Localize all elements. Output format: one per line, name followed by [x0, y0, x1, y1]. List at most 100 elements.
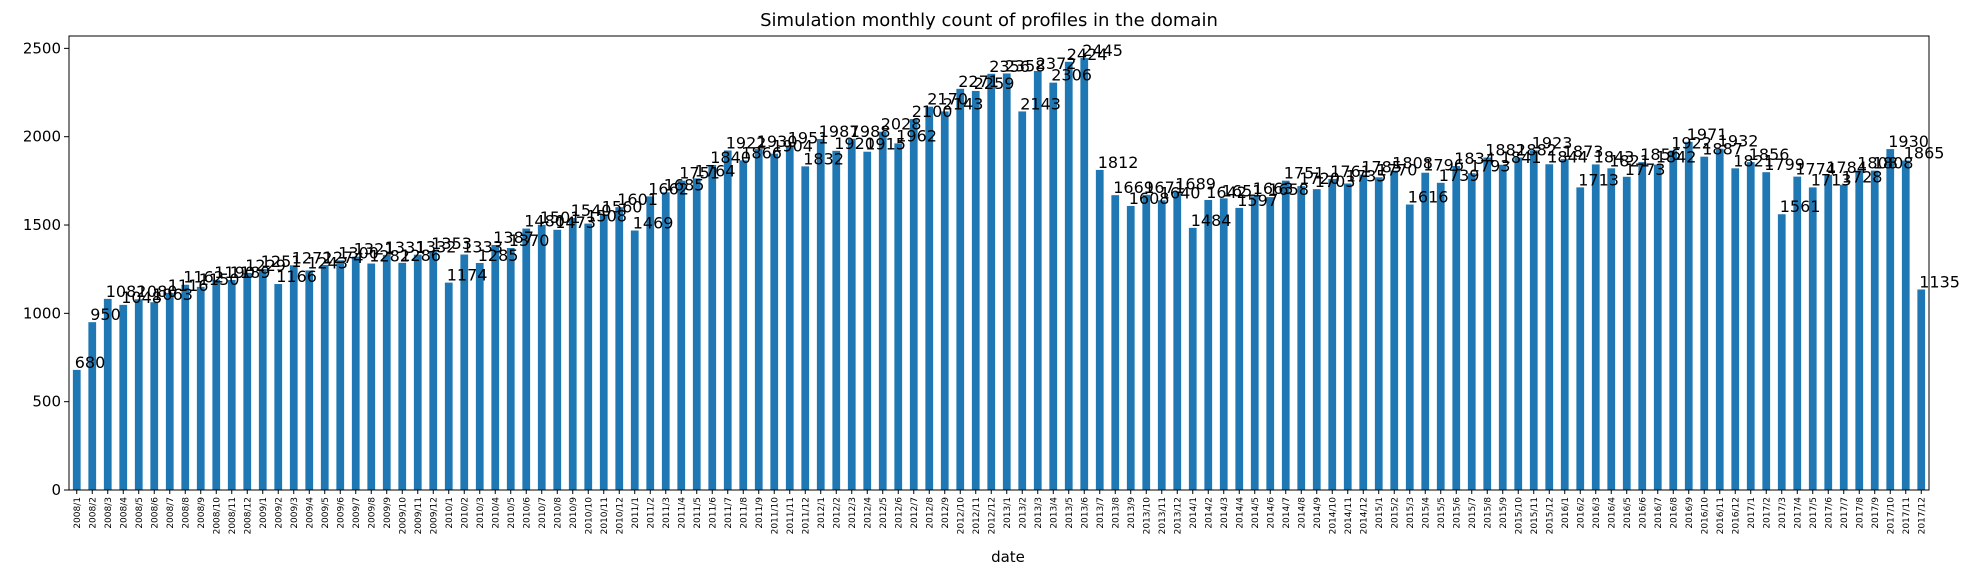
bar	[878, 131, 887, 490]
bar	[1700, 156, 1709, 490]
x-tick-label: 2012/10	[956, 497, 966, 535]
data-label: 1987	[819, 122, 860, 141]
x-tick-label: 2012/3	[848, 497, 858, 529]
bar	[1374, 177, 1383, 491]
bar	[522, 228, 531, 490]
x-tick-label: 2009/12	[429, 497, 439, 534]
x-tick-label: 2013/2	[1018, 497, 1028, 529]
x-tick-label: 2011/10	[770, 497, 780, 535]
bar	[754, 149, 763, 491]
x-tick-label: 2016/5	[1623, 497, 1633, 529]
bar	[196, 286, 205, 490]
x-tick-label: 2009/2	[274, 497, 284, 529]
data-label: 1770	[1377, 160, 1418, 179]
x-tick-label: 2010/5	[507, 497, 517, 529]
x-tick-label: 2009/3	[290, 497, 300, 529]
bar	[1219, 198, 1228, 491]
x-tick-label: 2012/12	[987, 497, 997, 534]
x-tick-label: 2015/12	[1545, 497, 1555, 534]
x-tick-label: 2016/9	[1685, 497, 1695, 529]
data-label: 1640	[1160, 183, 1201, 202]
data-label: 1784	[1826, 158, 1867, 177]
bar	[894, 143, 903, 490]
data-label: 1162	[183, 268, 224, 287]
x-tick-label: 2011/1	[631, 497, 641, 529]
bar	[1297, 186, 1306, 490]
data-label: 1832	[803, 149, 844, 168]
bar	[1746, 162, 1755, 490]
bar	[351, 256, 360, 490]
x-tick-label: 2017/3	[1778, 497, 1788, 529]
data-label: 1332	[416, 238, 457, 257]
bar	[1777, 214, 1786, 490]
x-tick-label: 2011/6	[708, 497, 718, 529]
data-label: 1799	[1764, 155, 1805, 174]
bar	[599, 214, 608, 490]
x-tick-label: 2015/5	[1437, 497, 1447, 529]
data-label: 1274	[323, 248, 364, 267]
data-label: 1685	[664, 175, 705, 194]
bar	[1343, 183, 1352, 490]
data-label: 1866	[741, 143, 782, 162]
x-tick-label: 2009/4	[305, 497, 315, 529]
data-label: 2356	[989, 57, 1030, 76]
x-tick-label: 2014/7	[1282, 497, 1292, 529]
data-label: 1856	[1640, 145, 1681, 164]
bar	[1126, 205, 1135, 490]
x-tick-label: 2010/6	[522, 497, 532, 529]
bar	[165, 292, 174, 490]
data-label: 1642	[1206, 183, 1247, 202]
data-label: 1082	[106, 282, 147, 301]
bar	[785, 145, 794, 490]
data-label: 1135	[1919, 272, 1960, 291]
data-label: 2306	[1051, 66, 1092, 85]
bar	[832, 150, 841, 491]
y-tick-label: 1000	[23, 304, 61, 322]
x-tick-label: 2016/7	[1654, 497, 1664, 529]
x-tick-label: 2014/12	[1359, 497, 1369, 534]
x-tick-label: 2011/8	[739, 497, 749, 529]
bar	[1498, 164, 1507, 490]
data-label: 1662	[648, 179, 689, 198]
x-tick-label: 2012/11	[972, 497, 982, 534]
data-label: 1473	[555, 213, 596, 232]
x-tick-label: 2009/10	[398, 497, 408, 535]
bar	[134, 299, 143, 490]
data-label: 2143	[943, 94, 984, 113]
bar	[909, 119, 918, 491]
data-label: 1962	[896, 126, 937, 145]
plot-frame	[68, 35, 1930, 491]
bar	[1157, 200, 1166, 490]
y-axis: 0 500 1000 1500 2000 2500	[23, 39, 69, 499]
bar	[1421, 172, 1430, 490]
bar	[1591, 164, 1600, 490]
data-label: 1751	[1284, 164, 1325, 183]
x-tick-label: 2015/11	[1530, 497, 1540, 534]
bar	[925, 106, 934, 491]
data-label: 1387	[493, 228, 534, 247]
data-label: 2028	[881, 115, 922, 134]
data-label: 1844	[1547, 147, 1588, 166]
bar	[646, 196, 655, 490]
x-tick-label: 2009/7	[352, 497, 362, 529]
x-tick-label: 2016/11	[1716, 497, 1726, 534]
bar	[1793, 176, 1802, 491]
data-label: 1843	[1594, 147, 1635, 166]
x-tick-label: 2014/10	[1328, 497, 1338, 535]
bar	[739, 160, 748, 490]
y-tick-label: 0	[51, 481, 61, 499]
data-label: 1321	[354, 240, 395, 259]
x-tick-label: 2015/4	[1421, 497, 1431, 529]
data-label: 1793	[1470, 156, 1511, 175]
data-label: 1190	[214, 263, 255, 282]
x-tick-label: 2010/2	[460, 497, 470, 529]
data-label: 1923	[1532, 133, 1573, 152]
x-tick-label: 2013/9	[1127, 497, 1137, 529]
bar	[615, 207, 624, 490]
bar	[1870, 170, 1879, 491]
bar	[1808, 187, 1817, 490]
data-label: 1689	[1175, 175, 1216, 194]
x-tick-label: 2017/6	[1824, 497, 1834, 529]
x-tick-label: 2008/9	[197, 497, 207, 529]
bar	[692, 178, 701, 490]
